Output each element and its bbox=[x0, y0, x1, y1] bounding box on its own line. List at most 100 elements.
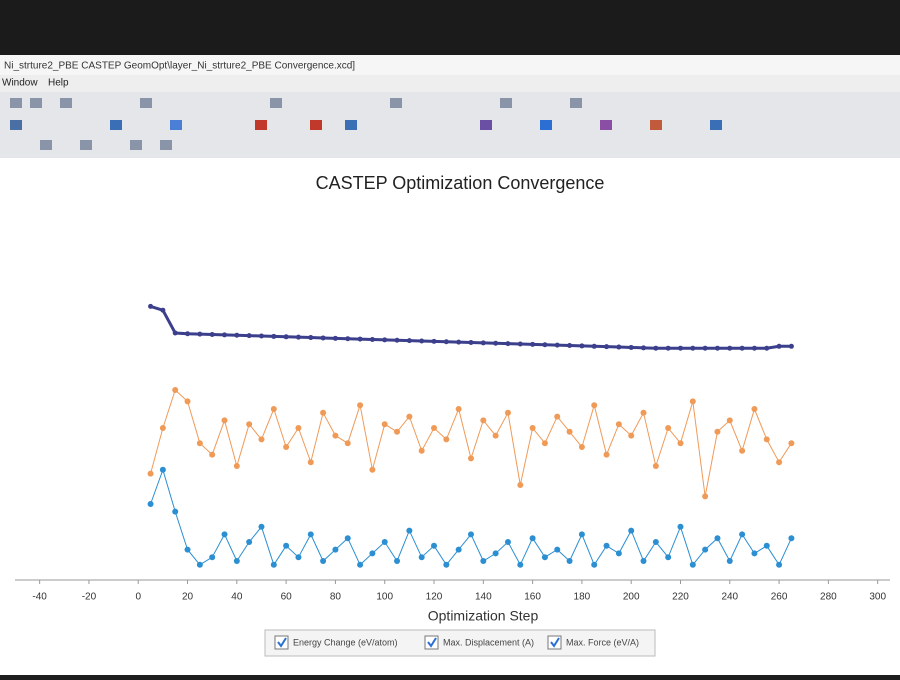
data-point bbox=[480, 417, 487, 424]
title-bar bbox=[0, 55, 900, 75]
data-point bbox=[529, 425, 536, 431]
data-point bbox=[406, 413, 413, 420]
data-point bbox=[554, 413, 561, 420]
data-point bbox=[369, 550, 376, 557]
data-point bbox=[332, 335, 338, 341]
data-point bbox=[615, 421, 622, 428]
data-point bbox=[443, 561, 450, 568]
legend-label[interactable]: Max. Force (eV/A) bbox=[566, 637, 639, 647]
data-point bbox=[197, 331, 203, 337]
data-point bbox=[467, 455, 474, 462]
data-point bbox=[480, 340, 486, 346]
data-point bbox=[332, 546, 339, 553]
legend-label[interactable]: Max. Displacement (A) bbox=[443, 637, 534, 647]
data-point bbox=[357, 336, 363, 342]
data-point bbox=[357, 402, 364, 409]
data-point bbox=[283, 334, 289, 340]
data-point bbox=[295, 334, 301, 340]
data-point bbox=[431, 425, 438, 431]
data-point bbox=[258, 436, 265, 443]
menu-item[interactable]: Help bbox=[48, 78, 69, 89]
data-point bbox=[295, 554, 302, 561]
data-point bbox=[603, 542, 610, 549]
data-point bbox=[751, 345, 757, 351]
data-point bbox=[492, 432, 499, 439]
data-point bbox=[320, 558, 327, 564]
data-point bbox=[505, 341, 511, 347]
data-point bbox=[776, 561, 783, 568]
data-point bbox=[222, 332, 228, 338]
data-point bbox=[677, 523, 684, 530]
data-point bbox=[739, 447, 746, 454]
legend-check bbox=[427, 637, 437, 648]
x-tick-label: 0 bbox=[135, 592, 141, 603]
data-point bbox=[702, 345, 708, 351]
data-point bbox=[492, 550, 499, 557]
data-point bbox=[406, 527, 413, 534]
data-point bbox=[468, 340, 474, 345]
data-point bbox=[357, 561, 364, 568]
x-tick-label: 280 bbox=[820, 592, 837, 603]
data-point bbox=[234, 332, 240, 338]
data-point bbox=[628, 432, 635, 439]
data-point bbox=[641, 345, 647, 351]
data-point bbox=[714, 535, 721, 542]
data-point bbox=[431, 338, 437, 344]
x-tick-label: 40 bbox=[231, 592, 243, 603]
data-point bbox=[517, 482, 524, 488]
data-point bbox=[554, 546, 561, 553]
data-point bbox=[566, 428, 573, 435]
data-point bbox=[677, 345, 683, 351]
data-point bbox=[295, 425, 302, 431]
data-point bbox=[714, 428, 721, 435]
x-tick-label: 180 bbox=[574, 592, 591, 603]
data-point bbox=[308, 335, 314, 341]
data-point bbox=[159, 425, 166, 431]
data-point bbox=[246, 539, 253, 545]
data-point bbox=[270, 406, 277, 412]
legend-label[interactable]: Energy Change (eV/atom) bbox=[293, 637, 398, 647]
data-point bbox=[554, 342, 560, 348]
data-point bbox=[591, 561, 598, 568]
legend-check bbox=[550, 637, 560, 648]
data-point bbox=[665, 554, 672, 561]
menu-item[interactable]: Window bbox=[2, 78, 38, 89]
data-point bbox=[541, 440, 548, 447]
data-point bbox=[776, 459, 783, 466]
data-point bbox=[640, 409, 647, 416]
data-point bbox=[258, 523, 265, 530]
data-point bbox=[578, 444, 585, 450]
data-point bbox=[751, 406, 758, 412]
data-point bbox=[147, 470, 154, 477]
x-tick-label: 60 bbox=[281, 592, 293, 603]
bezel bbox=[0, 0, 900, 55]
data-point bbox=[690, 345, 696, 351]
data-point bbox=[148, 303, 154, 309]
data-point bbox=[394, 428, 401, 435]
toolbar-icons bbox=[10, 98, 722, 150]
data-point bbox=[258, 333, 264, 339]
x-tick-label: 100 bbox=[376, 592, 393, 603]
chart-title: CASTEP Optimization Convergence bbox=[316, 173, 605, 193]
data-point bbox=[221, 531, 228, 538]
data-point bbox=[209, 554, 216, 561]
data-point bbox=[727, 345, 733, 351]
data-point bbox=[504, 539, 511, 545]
data-point bbox=[382, 337, 388, 343]
data-point bbox=[628, 344, 634, 350]
data-point bbox=[221, 417, 228, 424]
data-point bbox=[307, 459, 314, 466]
data-point bbox=[616, 344, 622, 350]
data-point bbox=[776, 343, 782, 349]
data-point bbox=[381, 539, 388, 545]
data-point bbox=[726, 558, 733, 564]
data-point bbox=[517, 341, 523, 347]
data-point bbox=[455, 546, 462, 553]
data-point bbox=[763, 542, 770, 549]
data-point bbox=[714, 345, 720, 351]
data-point bbox=[467, 531, 474, 538]
x-tick-label: 300 bbox=[869, 592, 886, 603]
x-tick-label: 140 bbox=[475, 592, 492, 603]
data-point bbox=[307, 531, 314, 538]
